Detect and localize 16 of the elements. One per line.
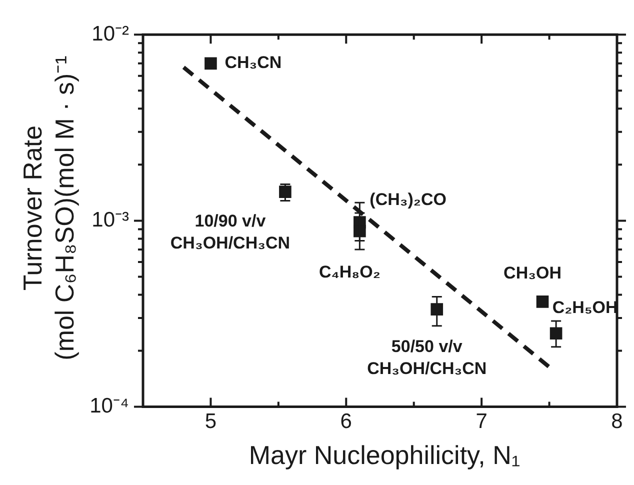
annotation: CH₃CN <box>224 53 282 72</box>
x-tick-label: 8 <box>611 410 623 434</box>
annotation: C₄H₈O₂ <box>318 262 380 282</box>
annotation: C₂H₅OH <box>552 298 618 318</box>
x-tick-label: 6 <box>340 410 352 434</box>
x-tick-label: 7 <box>476 410 488 434</box>
y-tick-label: 10⁻² <box>92 22 129 46</box>
y-tick-label: 10⁻³ <box>92 208 129 232</box>
x-axis-title: Mayr Nucleophilicity, N₁ <box>248 440 522 471</box>
annotation: 50/50 v/v CH₃OH/CH₃CN <box>367 337 487 378</box>
y-tick-label: 10⁻⁴ <box>90 394 129 418</box>
annotation: CH₃OH <box>504 263 562 282</box>
annotation: 10/90 v/v CH₃OH/CH₃CN <box>170 211 290 252</box>
x-tick-label: 5 <box>204 410 217 434</box>
annotation: (CH₃)₂CO <box>370 190 446 210</box>
y-axis-title: Turnover Rate (mol C₆H₈SO)(mol M · s)⁻¹ <box>16 56 80 360</box>
